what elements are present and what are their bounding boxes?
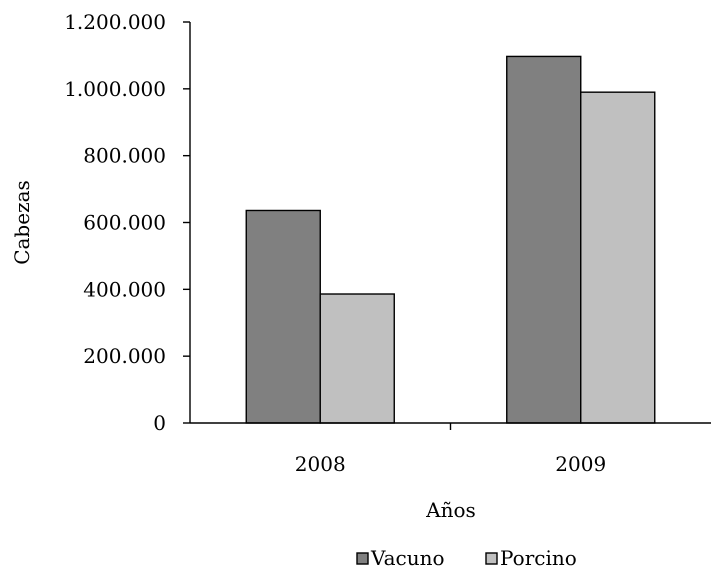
legend-swatch-vacuno bbox=[356, 552, 369, 565]
y-tick-label: 400.000 bbox=[83, 277, 166, 301]
y-tick-label: 200.000 bbox=[83, 344, 166, 368]
legend-label-vacuno: Vacuno bbox=[370, 546, 445, 570]
y-tick-label: 0 bbox=[153, 411, 166, 435]
bar-vacuno-2008 bbox=[245, 209, 321, 424]
legend-label-porcino: Porcino bbox=[500, 546, 577, 570]
x-tick-label: 2009 bbox=[555, 452, 606, 476]
bar-porcino-2008 bbox=[319, 293, 395, 424]
x-tick-label: 2008 bbox=[295, 452, 346, 476]
y-axis-title: Cabezas bbox=[10, 180, 34, 265]
x-axis-ticks: 2008 2009 bbox=[295, 423, 606, 476]
y-tick-label: 800.000 bbox=[83, 144, 166, 168]
legend-swatch-porcino bbox=[485, 552, 498, 565]
y-tick-label: 1.200.000 bbox=[64, 10, 166, 34]
bar-vacuno-2009 bbox=[506, 55, 582, 424]
y-tick-label: 1.000.000 bbox=[64, 77, 166, 101]
bar-porcino-2009 bbox=[580, 91, 656, 424]
y-tick-label: 600.000 bbox=[83, 211, 166, 235]
legend: Vacuno Porcino bbox=[356, 546, 577, 570]
bars-group bbox=[245, 55, 656, 424]
y-axis-ticks: 0 200.000 400.000 600.000 800.000 1.000.000 1.… bbox=[64, 10, 190, 435]
x-axis-title: Años bbox=[425, 498, 476, 522]
